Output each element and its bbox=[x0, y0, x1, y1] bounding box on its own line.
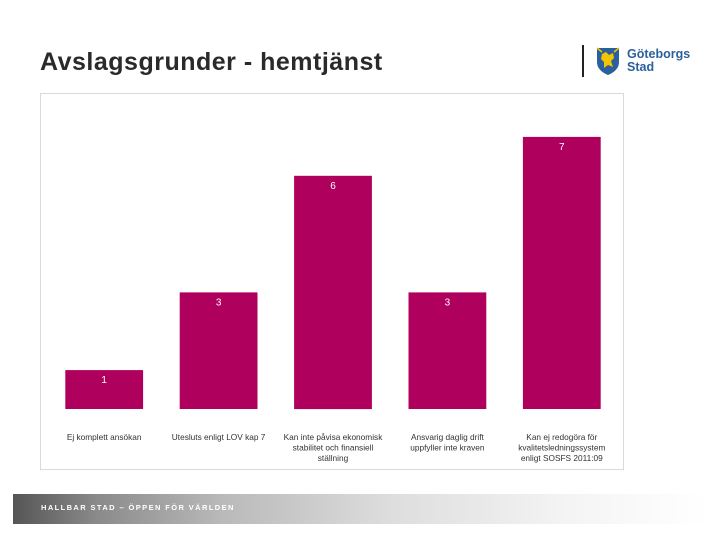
bar-chart: 1 Ej komplett ansökan 3 Utesluts enligt LOV… bbox=[65, 136, 605, 463]
category-label-line: Utesluts enligt LOV kap 7 bbox=[172, 432, 266, 442]
category-label-2: Utesluts enligt LOV kap 7 bbox=[172, 432, 266, 442]
footer-slogan: HALLBAR STAD – ÖPPEN FÖR VÄRLDEN bbox=[41, 503, 235, 512]
category-label-line: stabilitet och finansiell bbox=[293, 443, 374, 453]
category-label-line: ställning bbox=[318, 453, 349, 463]
category-label-line: kvalitetsledningssystem bbox=[518, 443, 605, 453]
category-label-line: Ansvarig daglig drift bbox=[411, 432, 485, 442]
category-label-4: Ansvarig daglig drift uppfyller inte krav… bbox=[410, 432, 485, 453]
category-label-line: Kan ej redogöra för bbox=[526, 432, 597, 442]
bar-1 bbox=[65, 370, 144, 409]
logo-text-line2: Stad bbox=[627, 60, 655, 74]
chart-frame: 1 Ej komplett ansökan 3 Utesluts enligt LOV… bbox=[40, 93, 624, 470]
bar-2 bbox=[179, 292, 258, 409]
category-label-line: Ej komplett ansökan bbox=[67, 432, 142, 442]
data-label-4: 3 bbox=[445, 297, 451, 308]
category-label-line: uppfyller inte kraven bbox=[410, 443, 485, 453]
bar-4 bbox=[408, 292, 487, 409]
footer-banner: HALLBAR STAD – ÖPPEN FÖR VÄRLDEN bbox=[13, 494, 707, 524]
logo-divider bbox=[582, 45, 584, 77]
data-label-5: 7 bbox=[559, 142, 565, 153]
bar-3 bbox=[294, 175, 372, 410]
page-title: Avslagsgrunder - hemtjänst bbox=[40, 48, 383, 76]
category-label-line: Kan inte påvisa ekonomisk bbox=[284, 432, 384, 442]
category-label-3: Kan inte påvisa ekonomisk stabilitet och … bbox=[284, 432, 384, 463]
data-label-1: 1 bbox=[101, 375, 107, 386]
data-label-2: 3 bbox=[216, 297, 222, 308]
category-label-line: enligt SOSFS 2011:09 bbox=[521, 453, 603, 463]
logo-wordmark: Göteborgs Stad bbox=[627, 48, 690, 74]
goteborg-lion-emblem-icon bbox=[596, 47, 620, 75]
category-label-5: Kan ej redogöra för kvalitetsledningssyst… bbox=[518, 432, 605, 463]
data-label-3: 6 bbox=[330, 181, 336, 192]
category-label-1: Ej komplett ansökan bbox=[67, 432, 142, 442]
bar-5 bbox=[522, 136, 601, 409]
logo-text-line1: Göteborgs bbox=[627, 47, 691, 61]
